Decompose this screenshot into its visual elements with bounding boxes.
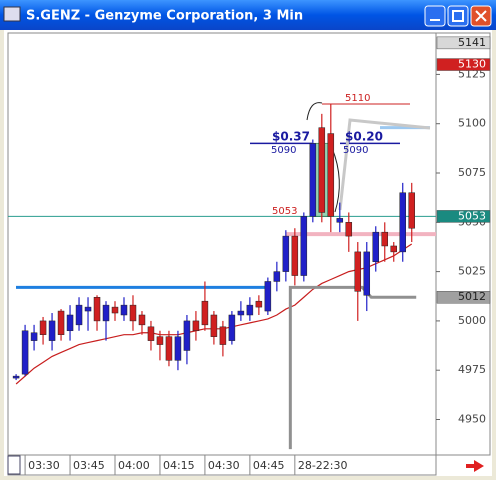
candle-body	[354, 251, 362, 292]
y-tick-label: 4975	[458, 363, 486, 376]
y-tick-label: 5000	[458, 314, 486, 327]
candle-body	[156, 336, 164, 345]
candle-body	[372, 231, 380, 262]
swing-arc	[306, 102, 323, 121]
minimize-button[interactable]	[424, 5, 446, 27]
x-tick-label: 04:15	[163, 459, 195, 472]
candle-body	[183, 320, 191, 351]
candle-body	[57, 310, 65, 335]
candle-body	[165, 336, 173, 361]
price-marker-label: 5012	[458, 290, 486, 303]
candle-body	[282, 235, 290, 272]
candle-body	[264, 281, 272, 312]
candle-body	[12, 375, 20, 379]
maximize-button[interactable]	[447, 5, 469, 27]
candle-body	[327, 133, 335, 217]
candle-body	[102, 304, 110, 322]
candle-body	[273, 271, 281, 282]
price-marker	[436, 290, 491, 304]
price-marker-label: 5130	[458, 58, 486, 71]
annotation: $0.20	[345, 130, 383, 144]
candle-body	[336, 218, 344, 223]
candle-body	[138, 314, 146, 326]
window-title: S.GENZ - Genzyme Corporation, 3 Min	[26, 9, 303, 24]
annotation: $0.37	[272, 130, 310, 144]
candle-body	[210, 314, 218, 337]
x-tick-label: 03:45	[73, 459, 105, 472]
annotation: 5090	[343, 145, 368, 156]
price-marker-label: 5141	[458, 36, 486, 49]
candle-body	[21, 330, 29, 375]
price-marker	[436, 210, 491, 223]
price-marker	[436, 36, 491, 50]
candle-body	[147, 326, 155, 341]
y-tick-label: 4950	[458, 413, 486, 426]
candle-body	[192, 320, 200, 332]
candle-body	[255, 300, 263, 308]
candle-body	[75, 304, 83, 326]
candle-body	[246, 304, 254, 316]
price-axis	[435, 32, 491, 456]
candle-body	[48, 320, 56, 341]
annotation: 5090	[271, 145, 296, 156]
candle-body	[363, 251, 371, 296]
scroll-box[interactable]	[7, 455, 21, 475]
x-tick-label: 28-22:30	[298, 459, 348, 472]
candle-body	[201, 300, 209, 326]
candle-body	[300, 216, 308, 276]
gray-trail	[338, 118, 431, 211]
title-bar	[0, 0, 496, 30]
candle-body	[111, 306, 119, 314]
candle-body	[399, 192, 406, 253]
price-marker-label: 5053	[458, 209, 486, 222]
x-tick-label: 03:30	[28, 459, 60, 472]
x-tick-label: 04:30	[208, 459, 240, 472]
candle-body	[93, 296, 101, 322]
candle-body	[318, 127, 326, 213]
price-marker	[436, 58, 491, 71]
candle-body	[84, 306, 92, 312]
candle-body	[291, 235, 299, 276]
annotation: 5110	[345, 93, 370, 104]
app-icon	[3, 6, 21, 22]
candle-body	[390, 245, 397, 253]
y-tick-label: 5075	[458, 166, 486, 179]
candle-body	[66, 314, 74, 332]
candle-body	[309, 143, 317, 217]
candle-body	[408, 192, 415, 229]
stop-line	[288, 285, 417, 450]
candle-body	[345, 222, 353, 237]
candle-body	[39, 320, 47, 335]
candle-body	[237, 310, 245, 316]
candle-body	[381, 231, 388, 247]
y-tick-label: 5025	[458, 265, 486, 278]
swing-arc	[331, 147, 340, 213]
candle-body	[129, 304, 137, 322]
y-tick-label: 5100	[458, 117, 486, 130]
candle-body	[120, 304, 128, 316]
annotation: 5053	[272, 206, 297, 217]
candle-body	[174, 336, 182, 361]
x-tick-label: 04:45	[253, 459, 285, 472]
candle-body	[30, 332, 38, 341]
plot-area	[7, 32, 437, 456]
candle-body	[219, 326, 227, 345]
scroll-right-arrow[interactable]	[466, 460, 484, 472]
x-tick-label: 04:00	[118, 459, 150, 472]
candle-body	[228, 314, 236, 341]
